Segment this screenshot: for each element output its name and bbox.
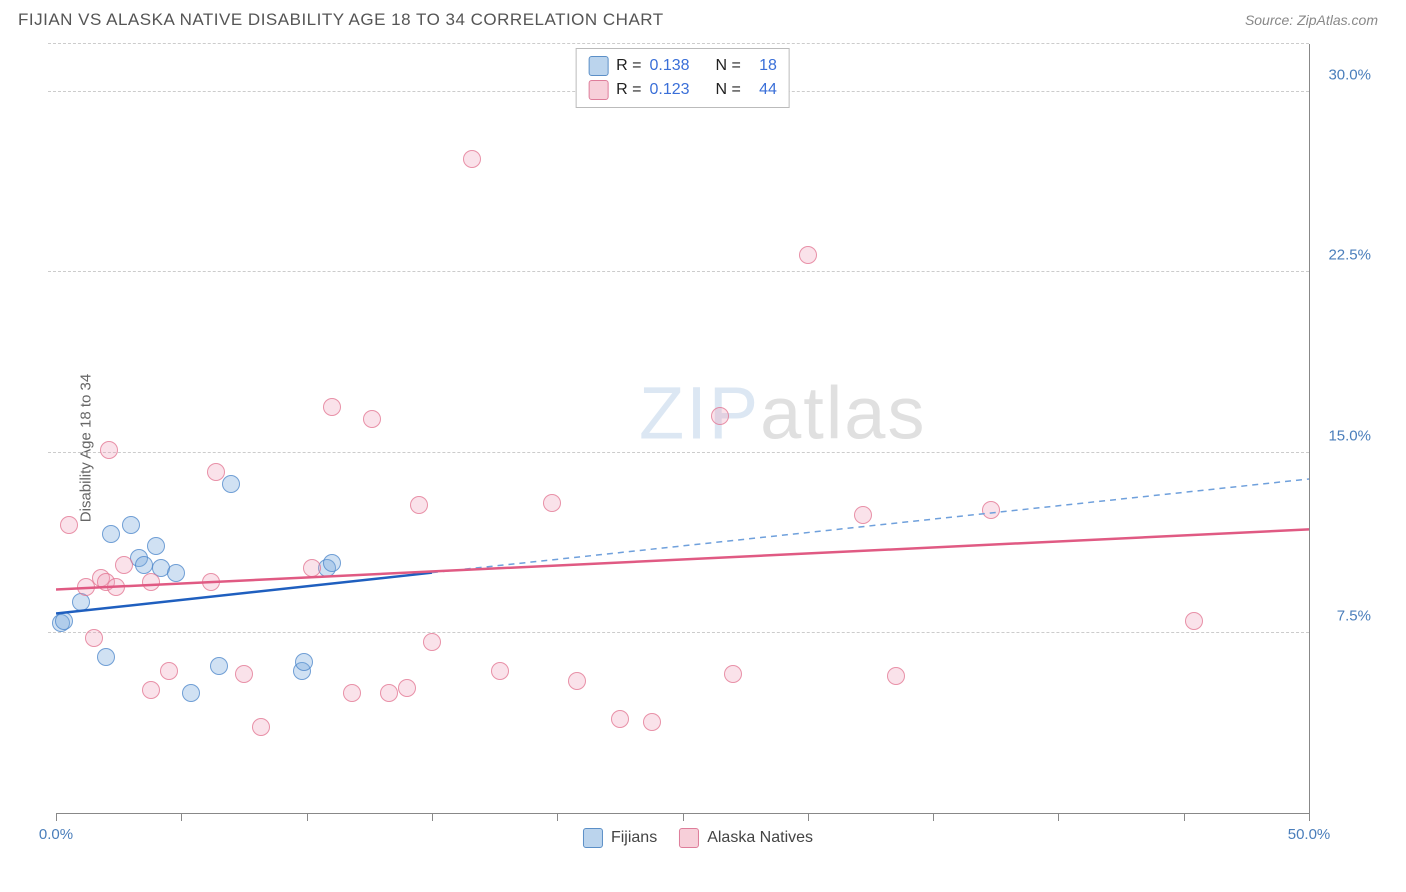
data-point [60,516,78,534]
x-tick-label: 0.0% [39,826,73,843]
data-point [323,554,341,572]
x-tick [683,813,684,821]
data-point [210,657,228,675]
x-tick [181,813,182,821]
data-point [142,681,160,699]
stat-R-label: R = [616,81,641,99]
data-point [147,537,165,555]
data-point [207,463,225,481]
stats-row: R = 0.138 N = 18 [588,54,777,78]
data-point [363,410,381,428]
data-point [643,713,661,731]
data-point [611,710,629,728]
y-tick-label: 15.0% [1328,427,1371,444]
stat-R-value: 0.123 [649,81,689,99]
data-point [135,556,153,574]
chart-title: FIJIAN VS ALASKA NATIVE DISABILITY AGE 1… [18,10,664,30]
data-point [142,573,160,591]
data-point [85,629,103,647]
plot-area: ZIPatlas R =0.138N =18R =0.123N =44 7.5%… [56,44,1310,814]
stat-N-label: N = [716,81,741,99]
data-point [97,648,115,666]
data-point [343,684,361,702]
data-point [252,718,270,736]
data-point [410,496,428,514]
x-tick [1309,813,1310,821]
stat-N-value: 44 [749,81,777,99]
data-point [543,494,561,512]
legend-label: Fijians [611,829,657,847]
data-point [122,516,140,534]
source-attribution: Source: ZipAtlas.com [1245,12,1378,28]
x-tick [1058,813,1059,821]
legend-swatch [588,56,608,76]
trend-line [56,529,1309,589]
x-tick [56,813,57,821]
gridline-h [48,43,1309,44]
data-point [222,475,240,493]
header: FIJIAN VS ALASKA NATIVE DISABILITY AGE 1… [0,0,1406,38]
stat-R-label: R = [616,57,641,75]
stat-N-value: 18 [749,57,777,75]
legend-item: Alaska Natives [679,828,813,848]
data-point [102,525,120,543]
data-point [380,684,398,702]
data-point [160,662,178,680]
stat-R-value: 0.138 [649,57,689,75]
y-tick-label: 30.0% [1328,67,1371,84]
chart-container: Disability Age 18 to 34 ZIPatlas R =0.13… [18,44,1378,852]
trend-line [432,479,1309,573]
x-tick-label: 50.0% [1288,826,1331,843]
x-tick [557,813,558,821]
y-tick-label: 7.5% [1337,607,1371,624]
data-point [724,665,742,683]
data-point [107,578,125,596]
data-point [568,672,586,690]
legend-swatch [583,828,603,848]
x-tick [933,813,934,821]
gridline-h [48,452,1309,453]
legend: Fijians Alaska Natives [583,828,813,848]
data-point [303,559,321,577]
x-tick [1184,813,1185,821]
watermark-thin: atlas [760,372,926,455]
x-tick [307,813,308,821]
legend-item: Fijians [583,828,657,848]
data-point [55,612,73,630]
data-point [398,679,416,697]
data-point [887,667,905,685]
gridline-h [48,632,1309,633]
gridline-h [48,271,1309,272]
data-point [115,556,133,574]
data-point [799,246,817,264]
data-point [167,564,185,582]
data-point [202,573,220,591]
data-point [100,441,118,459]
stats-legend-box: R = 0.138 N = 18 R = 0.123 N = 44 [575,48,790,108]
legend-label: Alaska Natives [707,829,813,847]
data-point [235,665,253,683]
data-point [711,407,729,425]
trend-lines [56,44,1309,813]
stats-row: R = 0.123 N = 44 [588,78,777,102]
data-point [854,506,872,524]
data-point [1185,612,1203,630]
data-point [491,662,509,680]
data-point [323,398,341,416]
watermark-bold: ZIP [639,372,760,455]
y-tick-label: 22.5% [1328,247,1371,264]
data-point [982,501,1000,519]
x-tick [432,813,433,821]
stat-N-label: N = [716,57,741,75]
x-tick [808,813,809,821]
legend-swatch [588,80,608,100]
data-point [295,653,313,671]
data-point [182,684,200,702]
legend-swatch [679,828,699,848]
watermark: ZIPatlas [639,371,926,456]
data-point [463,150,481,168]
data-point [423,633,441,651]
